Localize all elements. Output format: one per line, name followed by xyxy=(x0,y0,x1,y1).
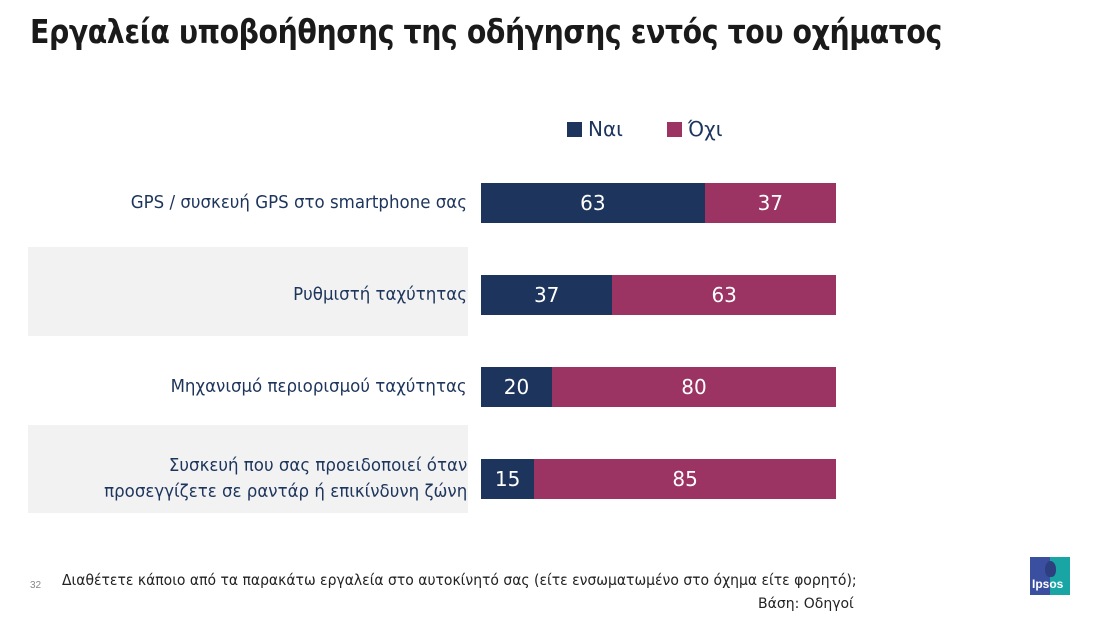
bar-segment-yes: 63 xyxy=(481,183,705,223)
category-label: GPS / συσκευή GPS στο smartphone σας xyxy=(131,190,467,216)
data-label: 63 xyxy=(580,191,606,215)
logo-head-icon xyxy=(1045,561,1056,577)
legend-swatch-yes xyxy=(567,121,582,137)
bar-segment-no: 85 xyxy=(534,459,836,499)
bar-segment-yes: 37 xyxy=(481,275,613,315)
category-label-line: Συσκευή που σας προειδοποιεί όταν xyxy=(168,456,467,476)
bar-segment-yes: 15 xyxy=(481,459,535,499)
row-background xyxy=(28,425,468,513)
data-label: 15 xyxy=(494,467,521,491)
category-label-line: Μηχανισμό περιορισμού ταχύτητας xyxy=(170,377,467,397)
logo-text: Ipsos xyxy=(1032,577,1064,591)
bar-segment-no: 63 xyxy=(612,275,836,315)
data-label: 37 xyxy=(757,191,784,215)
legend-label-no: Όχι xyxy=(687,117,723,141)
category-label-line: προσεγγίζετε σε ραντάρ ή επικίνδυνη ζώνη xyxy=(103,482,467,502)
chart-legend: Ναι Όχι xyxy=(567,117,723,141)
category-label: Συσκευή που σας προειδοποιεί όταν προσεγγ… xyxy=(104,453,467,505)
ipsos-logo: Ipsos xyxy=(1030,557,1070,595)
bar-segment-yes: 20 xyxy=(481,367,552,407)
category-label: Ρυθμιστή ταχύτητας xyxy=(293,282,467,308)
category-label: Μηχανισμό περιορισμού ταχύτητας xyxy=(171,374,467,400)
data-label: 85 xyxy=(672,467,698,491)
legend-swatch-no xyxy=(666,121,682,137)
base-note: Βάση: Οδηγοί xyxy=(758,596,854,612)
legend-item-yes: Ναι xyxy=(567,117,623,141)
data-label: 63 xyxy=(711,283,737,307)
page-number: 32 xyxy=(30,580,42,591)
row-background xyxy=(28,247,468,336)
legend-item-no: Όχι xyxy=(666,117,723,141)
bar-segment-no: 37 xyxy=(704,183,836,223)
page-title: Εργαλεία υποβοήθησης της οδήγησης εντός … xyxy=(30,12,942,51)
data-label: 80 xyxy=(681,375,707,399)
data-label: 20 xyxy=(503,375,530,399)
category-label-line: GPS / συσκευή GPS στο smartphone σας xyxy=(130,193,467,213)
bar-segment-no: 80 xyxy=(552,367,836,407)
category-label-line: Ρυθμιστή ταχύτητας xyxy=(293,285,467,305)
legend-label-yes: Ναι xyxy=(588,117,623,141)
survey-question: Διαθέτετε κάποιο από τα παρακάτω εργαλεί… xyxy=(62,571,857,589)
data-label: 37 xyxy=(533,283,560,307)
